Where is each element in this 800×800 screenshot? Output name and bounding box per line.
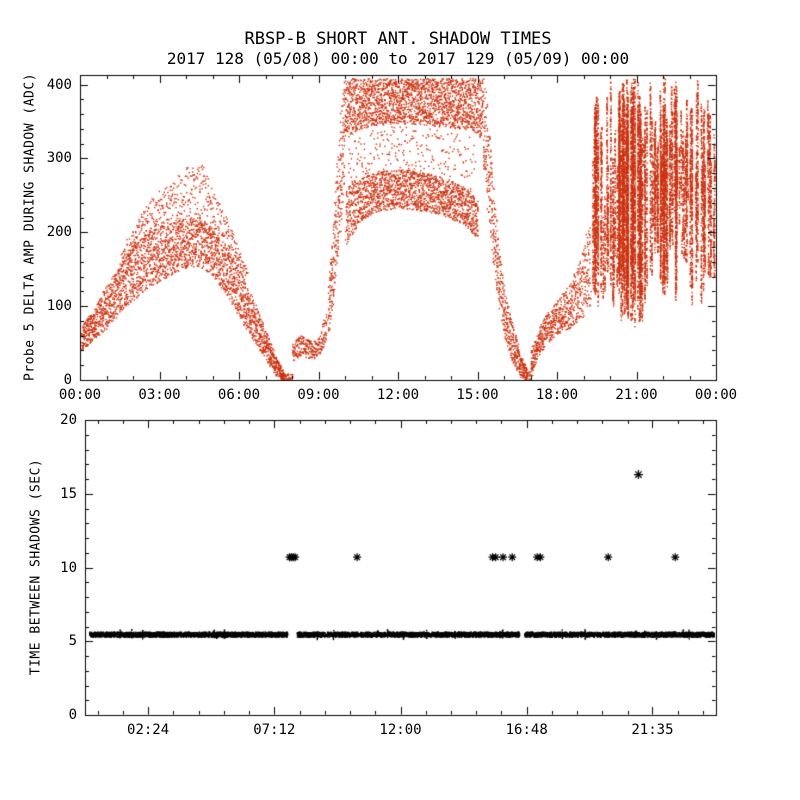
x-tick-label: 21:35 bbox=[631, 722, 674, 738]
x-tick-label: 07:12 bbox=[253, 722, 296, 738]
x-tick-label: 06:00 bbox=[217, 387, 261, 403]
chart-subtitle: 2017 128 (05/08) 00:00 to 2017 129 (05/0… bbox=[166, 49, 630, 68]
chart-title: RBSP-B SHORT ANT. SHADOW TIMES bbox=[244, 29, 552, 49]
bottom-y-axis-label: TIME BETWEEN SHADOWS (SEC) bbox=[28, 458, 44, 676]
x-tick-label: 15:00 bbox=[456, 387, 499, 403]
y-tick-label: 300 bbox=[46, 150, 72, 167]
y-tick-label: 100 bbox=[46, 298, 72, 315]
y-tick-label: 15 bbox=[60, 485, 77, 502]
y-tick-label: 10 bbox=[60, 559, 77, 576]
y-tick-label: 200 bbox=[46, 224, 72, 241]
x-tick-label: 12:00 bbox=[379, 722, 422, 738]
x-tick-label: 03:00 bbox=[138, 387, 181, 403]
x-tick-label: 21:00 bbox=[615, 387, 658, 403]
x-tick-label: 00:00 bbox=[58, 387, 102, 403]
x-tick-label: 00:00 bbox=[694, 387, 738, 403]
y-tick-label: 0 bbox=[68, 707, 77, 723]
x-tick-label: 18:00 bbox=[535, 387, 579, 403]
x-tick-label: 16:48 bbox=[505, 722, 548, 738]
y-tick-label: 0 bbox=[63, 372, 72, 388]
x-tick-label: 12:00 bbox=[376, 387, 420, 403]
x-tick-label: 02:24 bbox=[127, 722, 170, 738]
x-tick-label: 09:00 bbox=[297, 387, 340, 403]
y-tick-label: 5 bbox=[68, 633, 77, 650]
y-tick-label: 400 bbox=[46, 76, 72, 93]
y-tick-label: 20 bbox=[60, 412, 77, 428]
top-y-axis-label: Probe 5 DELTA AMP DURING SHADOW (ADC) bbox=[22, 72, 38, 382]
